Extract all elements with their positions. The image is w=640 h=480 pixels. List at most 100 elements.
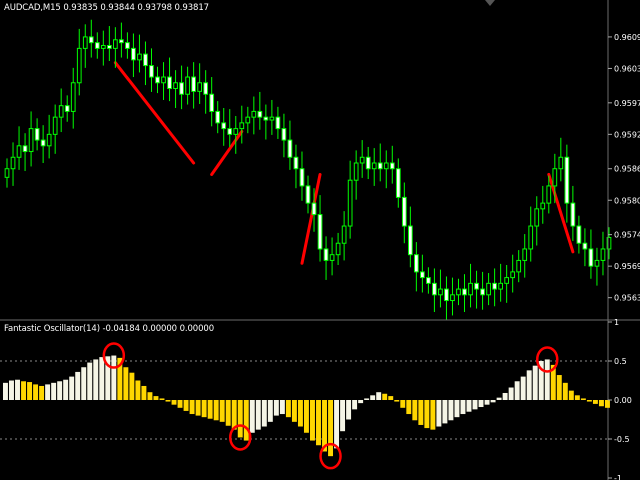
oscillator-histogram: [3, 355, 610, 457]
candle: [401, 182, 407, 244]
oscillator-bar-falling: [568, 390, 574, 400]
candle: [287, 120, 293, 170]
candle: [281, 113, 287, 158]
oscillator-bar-falling: [147, 392, 153, 400]
bullish-candle-body: [100, 45, 106, 49]
bearish-candle-body: [281, 128, 287, 141]
bullish-candle-body: [28, 128, 34, 153]
candle: [100, 30, 106, 66]
oscillator-bar-falling: [237, 400, 243, 438]
oscillator-bar-rising: [75, 371, 81, 400]
candle: [576, 215, 582, 254]
trend-lines: [113, 61, 575, 265]
oscillator-bar-rising: [93, 359, 99, 400]
candle: [4, 158, 10, 188]
bullish-candle-body: [239, 122, 245, 130]
bearish-candle-body: [395, 168, 401, 198]
oscillator-bar-falling: [406, 400, 412, 415]
bullish-candle-body: [4, 168, 10, 178]
bullish-candle-body: [353, 162, 359, 181]
chart-shift-icon[interactable]: [485, 0, 495, 6]
candle: [137, 34, 142, 73]
bearish-candle-body: [407, 225, 413, 256]
extreme-marker[interactable]: [319, 442, 342, 470]
oscillator-bar-rising: [63, 379, 69, 400]
oscillator-bar-rising: [526, 370, 532, 400]
candle: [22, 133, 28, 172]
oscillator-bar-falling: [598, 400, 604, 407]
oscillator-bar-falling: [424, 400, 430, 429]
oscillator-bar-falling: [207, 400, 213, 419]
oscillator-bar-rising: [538, 361, 544, 400]
bullish-candle-body: [498, 282, 503, 290]
bearish-candle-body: [426, 277, 431, 284]
oscillator-bar-rising: [520, 376, 526, 400]
oscillator-panel[interactable]: 1 0.5 0.00 -0.5 -1: [0, 318, 632, 480]
extreme-marker[interactable]: [102, 342, 126, 369]
extreme-marker[interactable]: [228, 424, 252, 451]
bullish-candle-body: [600, 248, 606, 261]
bearish-candle-body: [432, 282, 437, 296]
bullish-candle-body: [335, 242, 341, 256]
oscillator-bar-falling: [604, 400, 610, 408]
price-tick-label: 0.95975: [614, 99, 640, 108]
oscillator-markers: [102, 342, 559, 470]
trend-line[interactable]: [547, 172, 575, 254]
oscillator-bar-falling: [556, 375, 562, 400]
candle: [293, 144, 299, 189]
candle: [606, 227, 612, 260]
candle: [522, 234, 528, 278]
candle: [329, 237, 335, 276]
oscillator-bar-rising: [484, 400, 490, 405]
oscillator-bar-falling: [418, 400, 424, 425]
oscillator-bar-falling: [400, 400, 406, 408]
bearish-candle-body: [474, 282, 479, 290]
trend-line[interactable]: [210, 129, 244, 176]
oscillator-bar-rising: [496, 397, 502, 400]
bearish-candle-body: [263, 116, 269, 121]
oscillator-bar-rising: [502, 392, 508, 400]
oscillator-bar-rising: [478, 400, 484, 408]
oscillator-bar-rising: [466, 400, 472, 412]
bearish-candle-body: [275, 116, 281, 130]
candle: [221, 107, 227, 146]
extreme-marker[interactable]: [536, 346, 559, 373]
price-tick-label: 0.95635: [614, 294, 640, 303]
trend-line[interactable]: [300, 172, 322, 265]
candle: [492, 268, 497, 307]
oscillator-bar-falling: [135, 380, 141, 400]
candle: [317, 195, 323, 262]
oscillator-bar-falling: [297, 400, 303, 427]
candle: [209, 77, 215, 127]
bearish-candle-body: [444, 288, 449, 302]
bullish-candle-body: [468, 282, 473, 296]
oscillator-bar-falling: [316, 400, 321, 446]
oscillator-bar-falling: [153, 396, 159, 400]
bearish-candle-body: [131, 47, 136, 61]
candle: [28, 111, 34, 167]
bullish-candle-body: [245, 116, 251, 124]
oscillator-bar-rising: [376, 392, 382, 400]
candle: [540, 185, 546, 224]
candle: [70, 67, 76, 129]
candle: [546, 175, 552, 214]
candle: [413, 242, 419, 292]
bearish-candle-body: [40, 139, 46, 147]
candle: [444, 276, 449, 321]
candle: [185, 66, 190, 105]
oscillator-axis: 1 0.5 0.00 -0.5 -1: [608, 318, 632, 480]
bearish-candle-body: [149, 65, 154, 78]
bearish-candle-body: [106, 45, 112, 49]
candle: [438, 269, 443, 308]
oscillator-bar-rising: [472, 400, 478, 410]
trend-line[interactable]: [113, 61, 196, 165]
candle: [94, 32, 100, 59]
candle: [245, 106, 251, 134]
price-chart-header: AUDCAD,M15 0.93835 0.93844 0.93798 0.938…: [4, 3, 209, 13]
bearish-candle-body: [311, 202, 317, 216]
bearish-candle-body: [389, 162, 395, 170]
oscillator-bar-rising: [249, 400, 255, 433]
candle: [347, 160, 353, 239]
oscillator-bar-falling: [592, 400, 598, 404]
